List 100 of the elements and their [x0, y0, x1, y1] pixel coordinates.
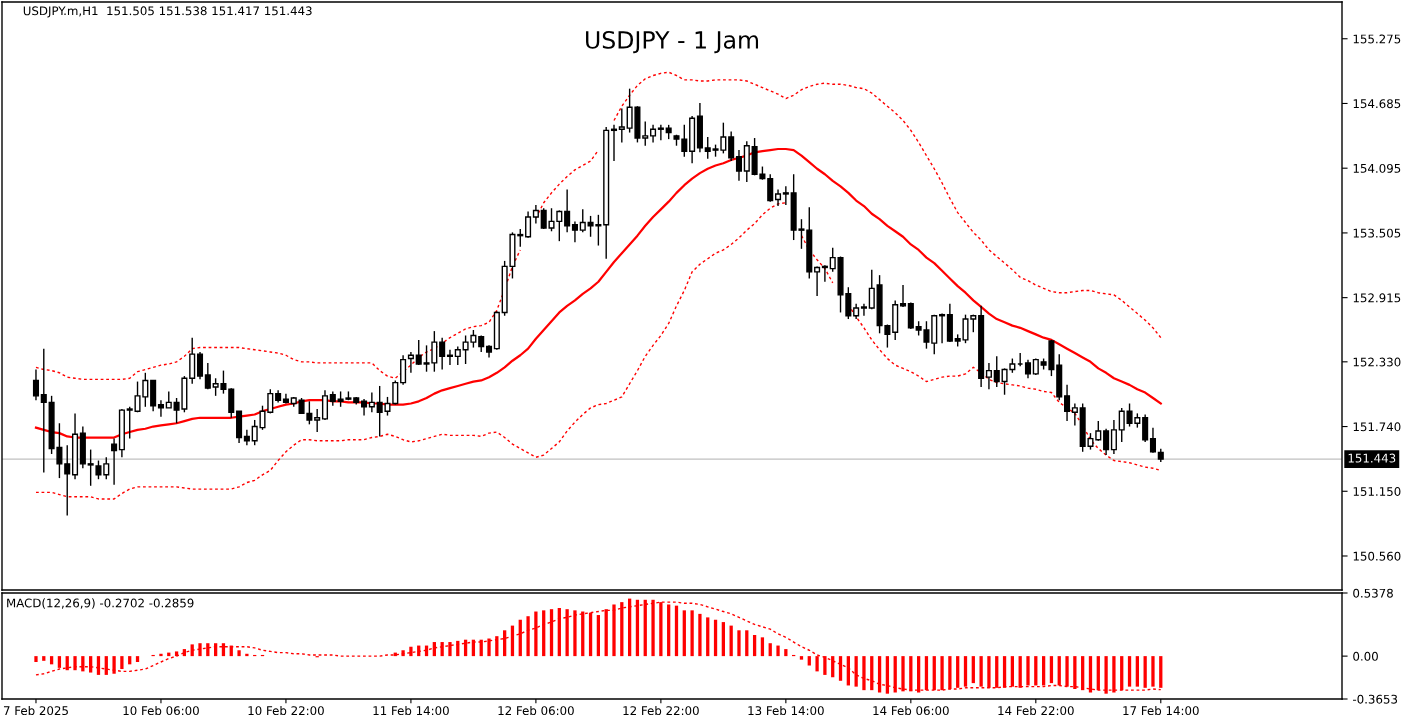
bar — [674, 605, 679, 657]
bar — [245, 653, 249, 657]
bar — [667, 604, 671, 657]
bar — [135, 656, 140, 662]
candlestick — [525, 210, 532, 239]
bar — [823, 656, 827, 675]
candlestick — [618, 107, 625, 144]
bar — [221, 643, 226, 657]
bar — [409, 646, 413, 657]
bar — [237, 650, 241, 657]
bar — [112, 656, 116, 674]
candlestick — [204, 362, 211, 390]
candlestick — [704, 136, 711, 160]
bar — [815, 656, 819, 672]
x-tick-label: 14 Feb 06:00 — [873, 705, 949, 716]
bar — [518, 619, 522, 657]
bar — [729, 625, 733, 657]
ref-line-label: 151.443 — [1348, 453, 1396, 463]
candlestick — [157, 399, 164, 418]
x-tick-label: 7 Feb 2025 — [3, 705, 68, 716]
candlestick — [860, 302, 867, 317]
bar — [573, 610, 577, 657]
bar — [1057, 656, 1061, 686]
y-tick-label: 151.740 — [1353, 422, 1401, 432]
bar — [588, 612, 593, 657]
y-tick-label: 155.275 — [1353, 34, 1401, 44]
candlestick — [735, 149, 743, 182]
candlestick — [361, 398, 368, 417]
candlestick — [814, 265, 821, 297]
candlestick — [532, 204, 539, 225]
bar — [487, 638, 491, 657]
candlestick — [564, 188, 571, 234]
bar — [776, 645, 780, 657]
bar — [206, 643, 210, 657]
candlestick — [40, 347, 47, 474]
bar — [526, 616, 530, 657]
candlestick — [1103, 428, 1110, 456]
bar — [979, 656, 983, 687]
bar — [1143, 656, 1147, 688]
x-tick-label: 11 Feb 14:00 — [373, 705, 449, 716]
bar — [963, 656, 968, 687]
bar — [89, 656, 93, 673]
candlestick — [868, 268, 875, 310]
candlestick — [400, 354, 407, 386]
bar — [549, 609, 554, 657]
bar — [752, 635, 757, 657]
candlestick — [1024, 358, 1032, 379]
bar — [104, 656, 108, 675]
bar — [721, 622, 725, 657]
bar — [768, 643, 772, 657]
bar — [73, 656, 77, 671]
candlestick — [32, 368, 40, 401]
bar — [760, 637, 765, 657]
candlestick — [821, 264, 828, 283]
candlestick — [571, 220, 578, 243]
bar — [503, 630, 507, 657]
bar — [971, 656, 975, 684]
y-tick-label: 153.505 — [1353, 228, 1401, 238]
candlestick — [321, 389, 329, 421]
candlestick — [1149, 426, 1157, 454]
x-tick-label: 14 Feb 22:00 — [998, 705, 1074, 716]
bar — [698, 613, 702, 657]
bar — [737, 630, 741, 657]
candlestick — [446, 349, 454, 366]
bar — [1010, 656, 1015, 687]
x-tick-label: 12 Feb 22:00 — [623, 705, 699, 716]
bar — [1041, 656, 1046, 686]
candlestick — [939, 312, 946, 344]
bar — [690, 610, 694, 657]
bar — [1002, 656, 1007, 688]
bar — [612, 604, 616, 657]
y-tick-label: 0.5378 — [1353, 588, 1393, 598]
bar — [682, 610, 686, 657]
candlestick — [767, 173, 774, 203]
candlestick — [610, 124, 618, 162]
bar — [1127, 656, 1132, 687]
annotation: USDJPY.m,H1 151.505 151.538 151.417 151.443 — [23, 6, 312, 18]
text: USDJPY - 1 Jam — [586, 30, 759, 54]
candlestick — [657, 124, 664, 141]
x-tick-label: 12 Feb 06:00 — [498, 705, 574, 716]
bar — [854, 656, 858, 687]
y-tick-label: 154.095 — [1353, 163, 1401, 173]
chart-title: MACD(12,26,9) -0.2702 -0.2859 — [7, 598, 194, 609]
bar — [34, 656, 38, 662]
y-tick-label: -0.3653 — [1352, 694, 1398, 704]
bar — [706, 617, 710, 657]
bar — [995, 656, 999, 688]
y-tick-label: 150.560 — [1353, 551, 1401, 561]
candlestick — [111, 437, 118, 486]
candlestick — [993, 355, 1000, 388]
y-tick-label: 152.915 — [1353, 293, 1401, 303]
candlestick — [642, 120, 649, 147]
candlestick — [368, 391, 375, 413]
bar — [1065, 656, 1069, 687]
bar — [713, 619, 718, 657]
x-tick-label: 13 Feb 14:00 — [748, 705, 824, 716]
bar — [401, 650, 405, 657]
candlestick — [985, 362, 992, 390]
bar — [1135, 656, 1139, 687]
candlestick — [454, 345, 461, 366]
